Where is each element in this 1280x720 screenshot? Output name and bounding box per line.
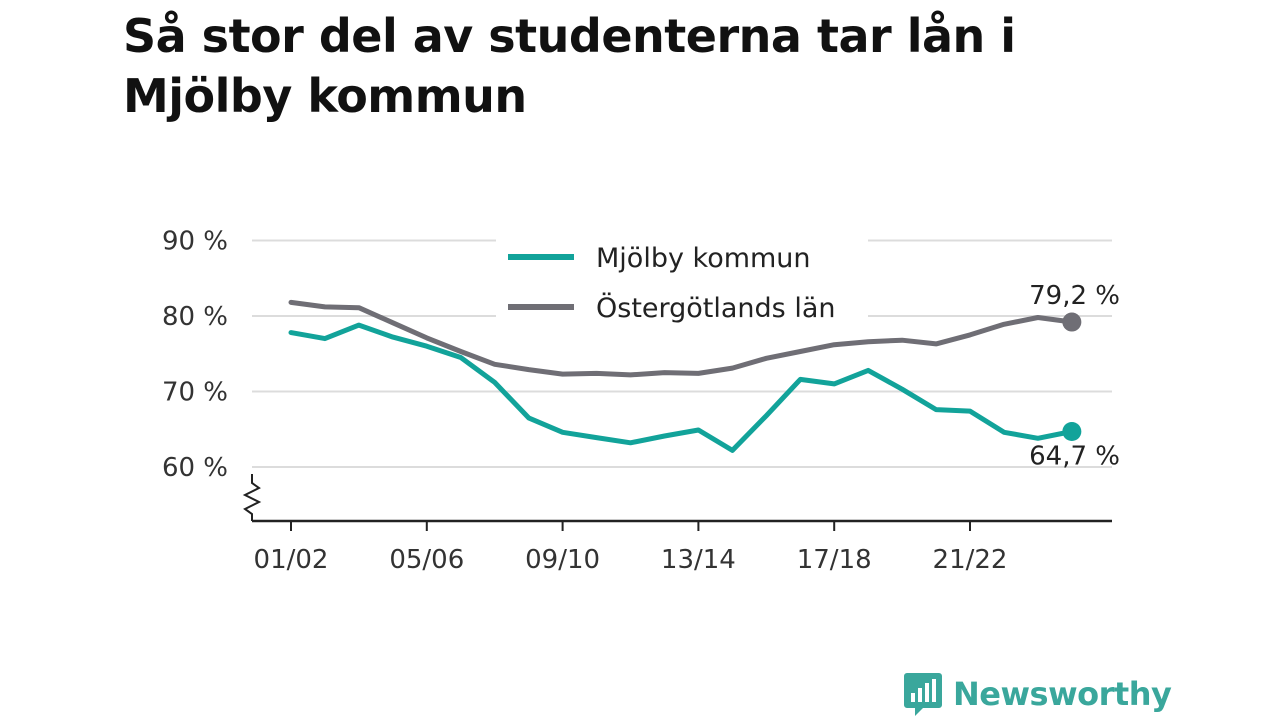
x-tick-label: 01/02 <box>254 545 329 575</box>
y-tick-label: 80 % <box>162 302 228 332</box>
series-lines <box>288 299 1082 453</box>
end-point-marker <box>1062 422 1082 442</box>
series-line <box>288 299 1075 378</box>
y-tick-label: 60 % <box>162 453 228 483</box>
end-point-marker <box>1062 312 1082 332</box>
brand-name: Newsworthy <box>953 675 1172 713</box>
x-tick-label: 21/22 <box>933 545 1008 575</box>
grid-lines: 60 % 70 % 80 % 90 % <box>162 227 1112 483</box>
legend-label: Östergötlands län <box>596 292 836 324</box>
x-tick-label: 17/18 <box>797 545 872 575</box>
end-value-label: 79,2 % <box>1029 281 1120 311</box>
newsworthy-logo: Newsworthy <box>903 670 1172 718</box>
x-tick-label: 09/10 <box>525 545 600 575</box>
y-tick-label: 70 % <box>162 378 228 408</box>
x-tick-label: 13/14 <box>661 545 736 575</box>
y-tick-label: 90 % <box>162 227 228 257</box>
end-value-label: 64,7 % <box>1029 442 1120 472</box>
legend: Mjölby kommun Östergötlands län <box>496 236 868 324</box>
bar-chart-bubble-icon <box>904 673 942 716</box>
y-axis-break-icon <box>242 474 262 521</box>
chart-title: Så stor del av studenterna tar lån i Mjö… <box>123 9 1016 123</box>
legend-label: Mjölby kommun <box>596 243 811 274</box>
end-labels: 79,2 % 64,7 % <box>1029 281 1120 471</box>
series-line <box>288 322 1075 453</box>
line-chart: 60 % 70 % 80 % 90 % 01/02 05/06 09/10 13/14 17/… <box>162 227 1120 576</box>
axes: 01/02 05/06 09/10 13/14 17/18 21/22 <box>242 474 1112 575</box>
x-tick-label: 05/06 <box>389 545 464 575</box>
